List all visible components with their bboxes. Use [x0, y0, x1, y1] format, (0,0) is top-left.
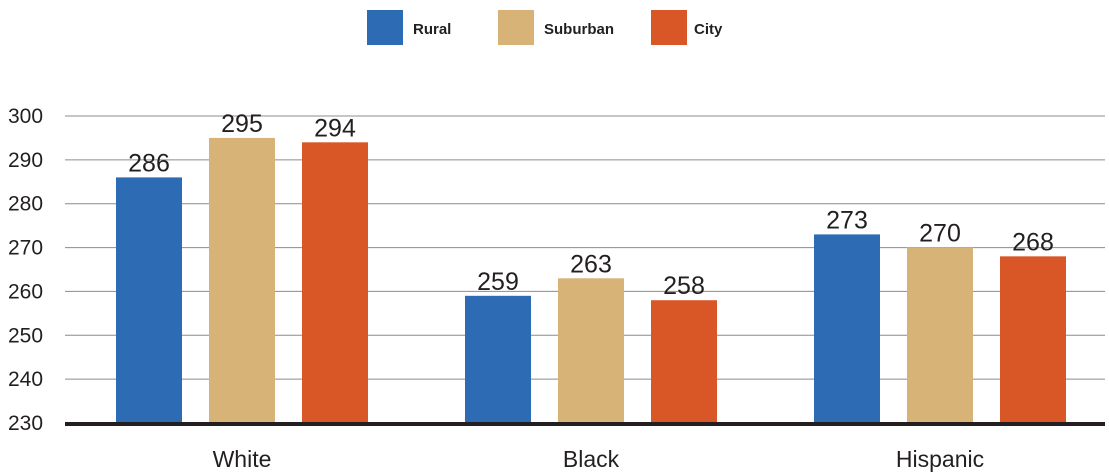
x-category-label-black: Black: [563, 446, 620, 472]
bar-white-city: [302, 142, 368, 424]
data-labels: 286 295 294 259 263 258 273 270 268: [128, 110, 1054, 300]
x-axis-categories: White Black Hispanic: [213, 446, 985, 472]
value-label-black-suburban: 263: [570, 250, 612, 278]
value-label-hispanic-rural: 273: [826, 206, 868, 234]
bars: [116, 137, 1066, 424]
value-label-white-city: 294: [314, 114, 356, 142]
x-category-label-white: White: [213, 446, 272, 472]
bar-white-rural: [116, 177, 182, 423]
y-tick-label-260: 260: [8, 280, 43, 303]
legend-swatch-suburban: [498, 10, 534, 45]
bar-black-city: [651, 300, 717, 423]
bar-black-rural: [465, 295, 531, 423]
y-tick-label-230: 230: [8, 412, 43, 435]
x-category-label-hispanic: Hispanic: [896, 446, 984, 472]
bar-black-suburban: [558, 278, 624, 423]
bar-hispanic-rural: [814, 234, 880, 423]
value-label-white-rural: 286: [128, 149, 170, 177]
legend-label-rural: Rural: [413, 21, 451, 38]
legend-label-suburban: Suburban: [544, 21, 614, 38]
value-label-hispanic-city: 268: [1012, 228, 1054, 256]
value-label-hispanic-suburban: 270: [919, 220, 961, 248]
bar-white-suburban: [209, 137, 275, 423]
legend: Rural Suburban City: [367, 10, 723, 45]
y-tick-label-250: 250: [8, 324, 43, 347]
legend-swatch-city: [651, 10, 687, 45]
y-tick-label-280: 280: [8, 193, 43, 216]
bar-hispanic-suburban: [907, 247, 973, 423]
legend-swatch-rural: [367, 10, 403, 45]
value-label-black-city: 258: [663, 272, 705, 300]
y-tick-label-300: 300: [8, 105, 43, 128]
y-tick-label-270: 270: [8, 237, 43, 260]
value-label-white-suburban: 295: [221, 110, 263, 138]
y-tick-label-290: 290: [8, 149, 43, 172]
legend-label-city: City: [694, 21, 723, 38]
y-tick-label-240: 240: [8, 368, 43, 391]
value-label-black-rural: 259: [477, 268, 519, 296]
bar-hispanic-city: [1000, 256, 1066, 423]
y-axis-ticks: 300 290 280 270 260 250 240 230: [8, 105, 43, 435]
